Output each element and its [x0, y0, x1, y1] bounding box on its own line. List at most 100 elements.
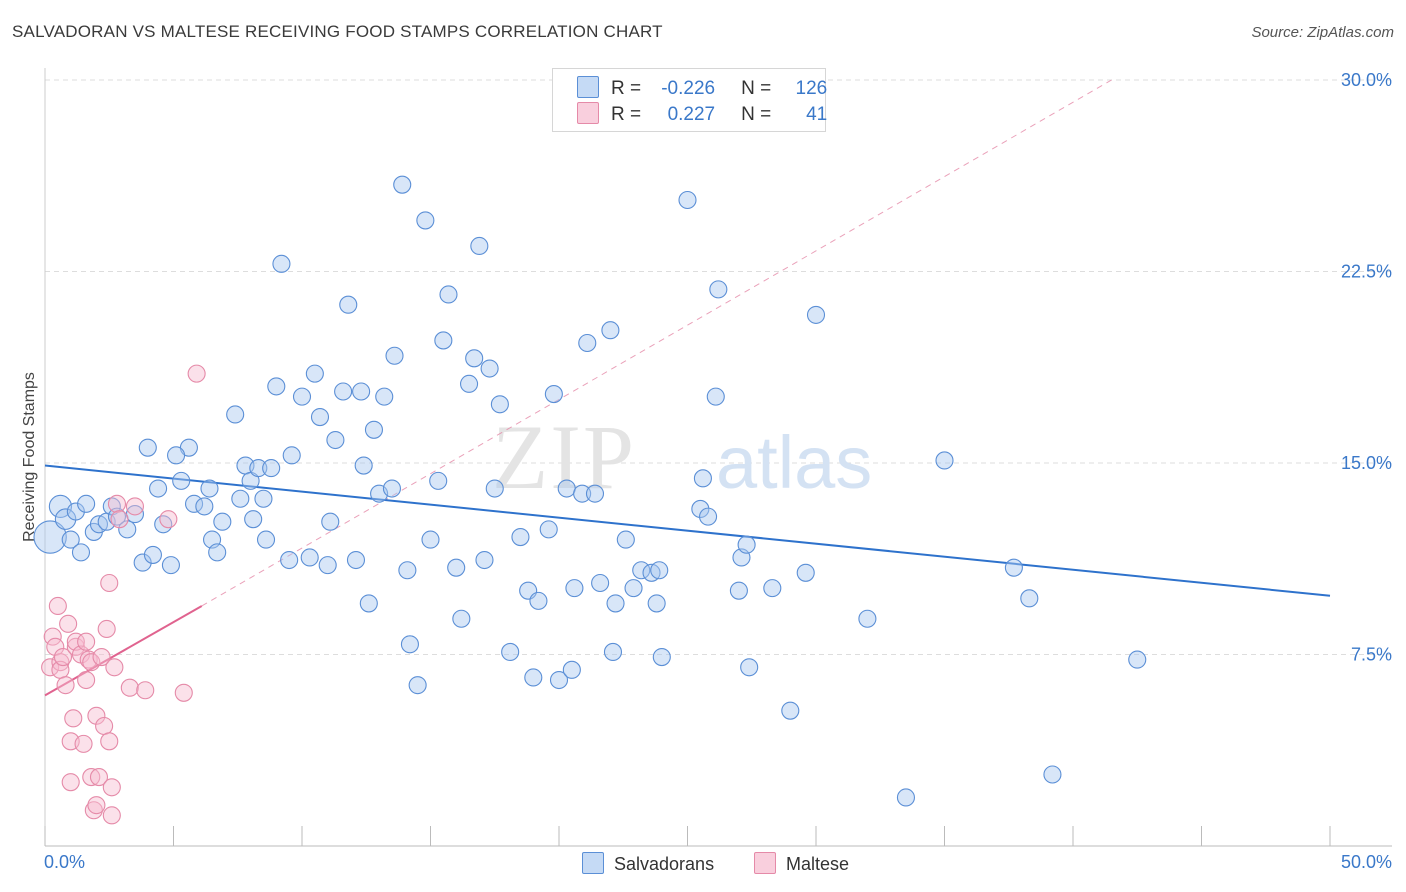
maltese-point — [87, 796, 106, 815]
salvadoran-point — [172, 471, 191, 490]
salvadoran-point — [334, 382, 353, 401]
salvadoran-point — [693, 469, 712, 488]
salvadoran-point — [272, 254, 291, 273]
maltese-point — [95, 716, 114, 736]
salvadoran-point — [326, 430, 345, 450]
maltese-point — [120, 678, 139, 697]
salvadoran-point — [706, 387, 725, 406]
salvadoran-point — [578, 333, 597, 353]
salvadoran-point — [565, 579, 584, 598]
maltese-point — [82, 653, 101, 672]
salvadoran-point — [737, 535, 756, 554]
bottom-legend-maltese: Maltese — [754, 852, 849, 875]
salvadoran-point — [77, 494, 96, 513]
maltese-point — [48, 596, 67, 616]
salvadoran-point — [339, 295, 358, 314]
salvadoran-point — [1004, 558, 1023, 577]
salvadoran-point — [470, 236, 489, 256]
maltese-point — [102, 806, 121, 825]
salvadoran-point — [149, 479, 168, 498]
salvadoran-point — [416, 211, 435, 230]
legend-swatch-blue — [577, 76, 599, 98]
y-tick-label: 30.0% — [1341, 70, 1392, 90]
legend-n-label: N = — [741, 104, 772, 125]
salvadoran-point — [133, 553, 152, 572]
salvadoran-point — [796, 563, 815, 582]
salvadoran-point — [539, 520, 558, 539]
grid-layer — [45, 79, 1392, 655]
salvadoran-point — [557, 479, 576, 498]
legend-r-value: 0.227 — [667, 104, 716, 125]
salvadoran-point — [632, 561, 651, 580]
y-tick-label: 7.5% — [1351, 645, 1392, 665]
salvadoran-point — [71, 543, 91, 562]
salvadoran-point — [806, 305, 826, 324]
salvadoran-point — [208, 543, 227, 562]
maltese-point — [43, 627, 62, 646]
salvadoran-point — [616, 530, 635, 549]
tick-labels: 7.5% 15.0% 22.5% 30.0% 0.0% 50.0% — [44, 70, 1392, 872]
salvadoran-point — [167, 446, 186, 465]
maltese-point — [136, 681, 155, 700]
maltese-point — [82, 768, 101, 787]
source-label: Source: ZipAtlas.com — [1251, 24, 1394, 41]
salvadoran-point — [321, 512, 340, 531]
salvadoran-point — [262, 459, 281, 478]
maltese-point — [89, 768, 109, 787]
correlation-legend: R = -0.226 N = 126 R = 0.227 N = 41 — [552, 68, 827, 132]
bottom-legend-label: Maltese — [786, 854, 850, 874]
salvadoran-point — [452, 609, 471, 628]
salvadoran-point — [740, 658, 759, 677]
salvadoran-point — [138, 438, 157, 457]
salvadoran-point — [421, 530, 440, 549]
salvadoran-point — [398, 561, 417, 580]
salvadoran-point — [459, 374, 479, 393]
maltese-point — [61, 773, 80, 792]
salvadoran-point — [143, 545, 162, 564]
salvadoran-point — [858, 609, 877, 628]
legend-r-value: -0.226 — [661, 78, 716, 99]
salvadoran-point — [161, 556, 180, 575]
salvadoran-point — [781, 701, 800, 720]
watermark-atlas: atlas — [716, 421, 872, 504]
salvadoran-point — [231, 489, 250, 508]
salvadoran-point — [896, 788, 916, 807]
legend-row-salvadorans: R = -0.226 N = 126 — [577, 76, 827, 102]
salvadoran-point — [485, 479, 504, 498]
maltese-point — [100, 732, 119, 751]
salvadoran-point — [652, 648, 671, 667]
watermark: ZIP atlas — [492, 406, 872, 508]
maltese-point — [102, 778, 121, 797]
salvadoran-point — [650, 561, 669, 580]
salvadoran-point — [429, 471, 448, 490]
maltese-point — [74, 734, 93, 753]
maltese-point — [59, 614, 78, 633]
salvadoran-point — [66, 502, 85, 521]
salvadoran-point — [1128, 650, 1147, 669]
maltese-point — [92, 648, 111, 667]
salvadoran-point — [562, 660, 581, 679]
watermark-zip: ZIP — [492, 406, 636, 508]
salvadoran-point — [254, 489, 273, 508]
maltese-point — [187, 364, 206, 383]
salvadoran-point — [352, 382, 371, 401]
legend-r-label: R = — [611, 78, 642, 99]
salvadoran-point — [647, 594, 666, 613]
salvadoran-point — [729, 581, 748, 600]
salvadoran-point — [300, 548, 319, 567]
salvadoran-point — [935, 451, 954, 470]
salvadoran-point — [226, 405, 245, 424]
maltese-point — [84, 801, 103, 820]
salvadoran-point — [691, 499, 710, 519]
salvadoran-point — [256, 530, 276, 549]
trend-lines — [44, 79, 1331, 697]
salvadoran-point — [249, 459, 268, 478]
salvadoran-point — [154, 515, 173, 534]
maltese-point — [64, 709, 83, 728]
points-layer — [33, 175, 1147, 825]
maltese-point — [87, 706, 106, 725]
salvadoran-point — [603, 642, 623, 661]
salvadoran-point — [709, 280, 728, 299]
legend-row-maltese: R = 0.227 N = 41 — [577, 102, 827, 128]
